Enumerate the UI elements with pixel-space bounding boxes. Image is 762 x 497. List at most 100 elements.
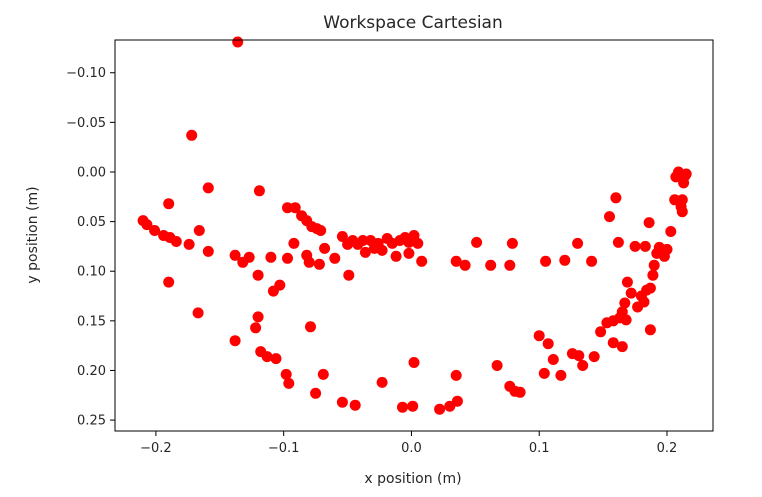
x-tick-label: 0.2 [657,441,678,456]
data-point [319,242,331,254]
data-point [303,256,315,268]
y-tick-label: 0.15 [77,314,106,329]
data-point [610,192,622,204]
data-point [280,368,292,380]
data-point [547,354,559,365]
data-point [604,211,615,223]
data-point [265,251,277,263]
data-point [376,244,388,256]
data-point [261,351,273,363]
data-point [163,198,175,210]
data-point [533,330,545,342]
data-point [629,240,641,252]
data-point [229,335,241,347]
data-point [555,369,567,381]
data-point [317,368,329,380]
data-point [336,396,348,408]
data-point [643,217,655,229]
data-point [676,194,688,206]
data-point [680,168,692,180]
data-point [559,254,571,266]
data-point [586,255,598,267]
data-point [491,360,503,371]
data-points [137,36,692,415]
data-point [434,403,446,415]
data-point [408,357,420,368]
chart-title: Workspace Cartesian [323,13,503,33]
data-point [349,399,361,411]
x-tick-label: −0.2 [140,441,172,456]
data-point [376,376,388,388]
data-point [639,240,651,252]
y-tick-label: 0.00 [77,165,106,180]
data-point [252,269,264,281]
data-point [250,322,262,334]
data-point [459,259,471,271]
data-point [450,369,462,381]
x-tick-label: −0.1 [268,441,300,456]
data-point [141,219,153,231]
y-axis-label: y position (m) [25,186,41,283]
data-point [572,237,584,249]
data-point [665,226,677,237]
data-point [450,255,462,267]
data-point [186,129,198,141]
y-tick-label: 0.10 [77,265,106,280]
data-point [193,225,205,236]
data-point [243,251,255,263]
data-point [270,353,282,365]
data-point [343,269,355,281]
data-point [619,297,631,309]
data-point [183,238,195,250]
data-point [305,321,316,333]
data-point [282,252,293,264]
data-point [315,225,327,236]
data-point [412,237,424,249]
data-point [616,341,628,353]
data-point [229,249,241,261]
data-point [313,258,325,270]
data-point [506,237,518,249]
data-point [504,259,516,271]
x-tick-label: 0.1 [529,441,550,456]
data-point [620,314,632,326]
data-point [538,367,550,379]
data-point [283,377,295,389]
data-point [595,326,607,338]
data-point [202,182,214,194]
data-point [451,395,463,407]
data-point [638,296,650,308]
data-point [252,311,264,323]
data-point [540,255,552,267]
data-point [644,324,656,336]
data-point [192,307,204,319]
data-point [485,259,497,271]
data-point [612,236,624,248]
data-point [253,185,265,197]
data-point [588,351,600,363]
y-tick-label: 0.05 [77,215,106,230]
data-point [288,237,300,249]
data-point [282,202,293,214]
data-point [647,269,659,281]
data-point [336,231,348,242]
data-point [471,236,483,248]
y-tick-label: −0.05 [66,116,106,131]
data-point [170,236,182,247]
plot-frame [114,39,714,432]
x-tick-label: 0.0 [401,441,422,456]
data-point [676,206,688,218]
data-point [357,235,369,246]
data-point [397,401,408,413]
data-point [289,202,301,214]
data-point [390,250,402,262]
data-point [359,246,371,258]
data-point [621,276,633,288]
data-point [625,287,637,299]
data-point [607,337,619,349]
data-point [407,400,419,412]
data-point [416,255,428,267]
y-tick-label: −0.10 [66,66,106,81]
x-axis-ticks: −0.2 −0.1 0.0 0.1 0.2 [140,431,677,456]
